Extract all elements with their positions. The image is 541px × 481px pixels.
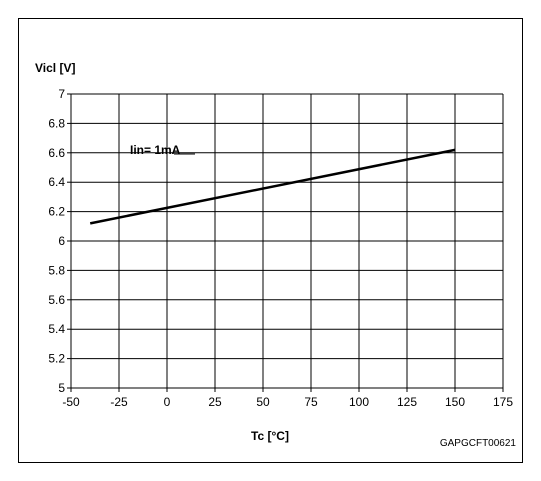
y-tick-labels: 7 6.8 6.6 6.4 6.2 6 5.8 5.6 5.4 5.2 5	[48, 87, 65, 395]
x-tick-label: -50	[62, 395, 80, 409]
x-tick-label: 75	[304, 395, 318, 409]
series-lines	[90, 150, 455, 224]
annotation-label: Iin= 1mA	[130, 143, 181, 157]
y-tick-label: 6.4	[48, 175, 65, 189]
y-tick-label: 7	[58, 87, 65, 101]
x-tick-label: 0	[164, 395, 171, 409]
chart-frame: 7 6.8 6.6 6.4 6.2 6 5.8 5.6 5.4 5.2 5 -50 -25 0 25 50 7…	[18, 18, 523, 463]
annotation: Iin= 1mA	[130, 143, 195, 157]
x-tick-label: 150	[445, 395, 465, 409]
x-tick-label: 25	[208, 395, 222, 409]
x-tick-label: 125	[397, 395, 417, 409]
series-line	[90, 150, 455, 224]
y-tick-label: 5.6	[48, 293, 65, 307]
grid	[71, 94, 503, 388]
y-tick-label: 5.8	[48, 263, 65, 277]
y-tick-label: 6.8	[48, 116, 65, 130]
axes	[67, 94, 503, 392]
y-tick-label: 5	[58, 381, 65, 395]
figure-code: GAPGCFT00621	[440, 438, 517, 449]
y-tick-label: 6.6	[48, 146, 65, 160]
y-tick-label: 5.4	[48, 322, 65, 336]
chart-svg: 7 6.8 6.6 6.4 6.2 6 5.8 5.6 5.4 5.2 5 -50 -25 0 25 50 7…	[19, 19, 522, 462]
y-axis-title: Vicl [V]	[35, 61, 75, 75]
x-tick-labels: -50 -25 0 25 50 75 100 125 150 175	[62, 395, 513, 409]
y-tick-label: 6.2	[48, 205, 65, 219]
x-tick-label: 175	[493, 395, 513, 409]
y-tick-label: 5.2	[48, 352, 65, 366]
x-tick-label: -25	[110, 395, 128, 409]
y-tick-label: 6	[58, 234, 65, 248]
x-tick-label: 50	[256, 395, 270, 409]
x-axis-title: Tc [°C]	[251, 429, 289, 443]
x-tick-label: 100	[349, 395, 369, 409]
